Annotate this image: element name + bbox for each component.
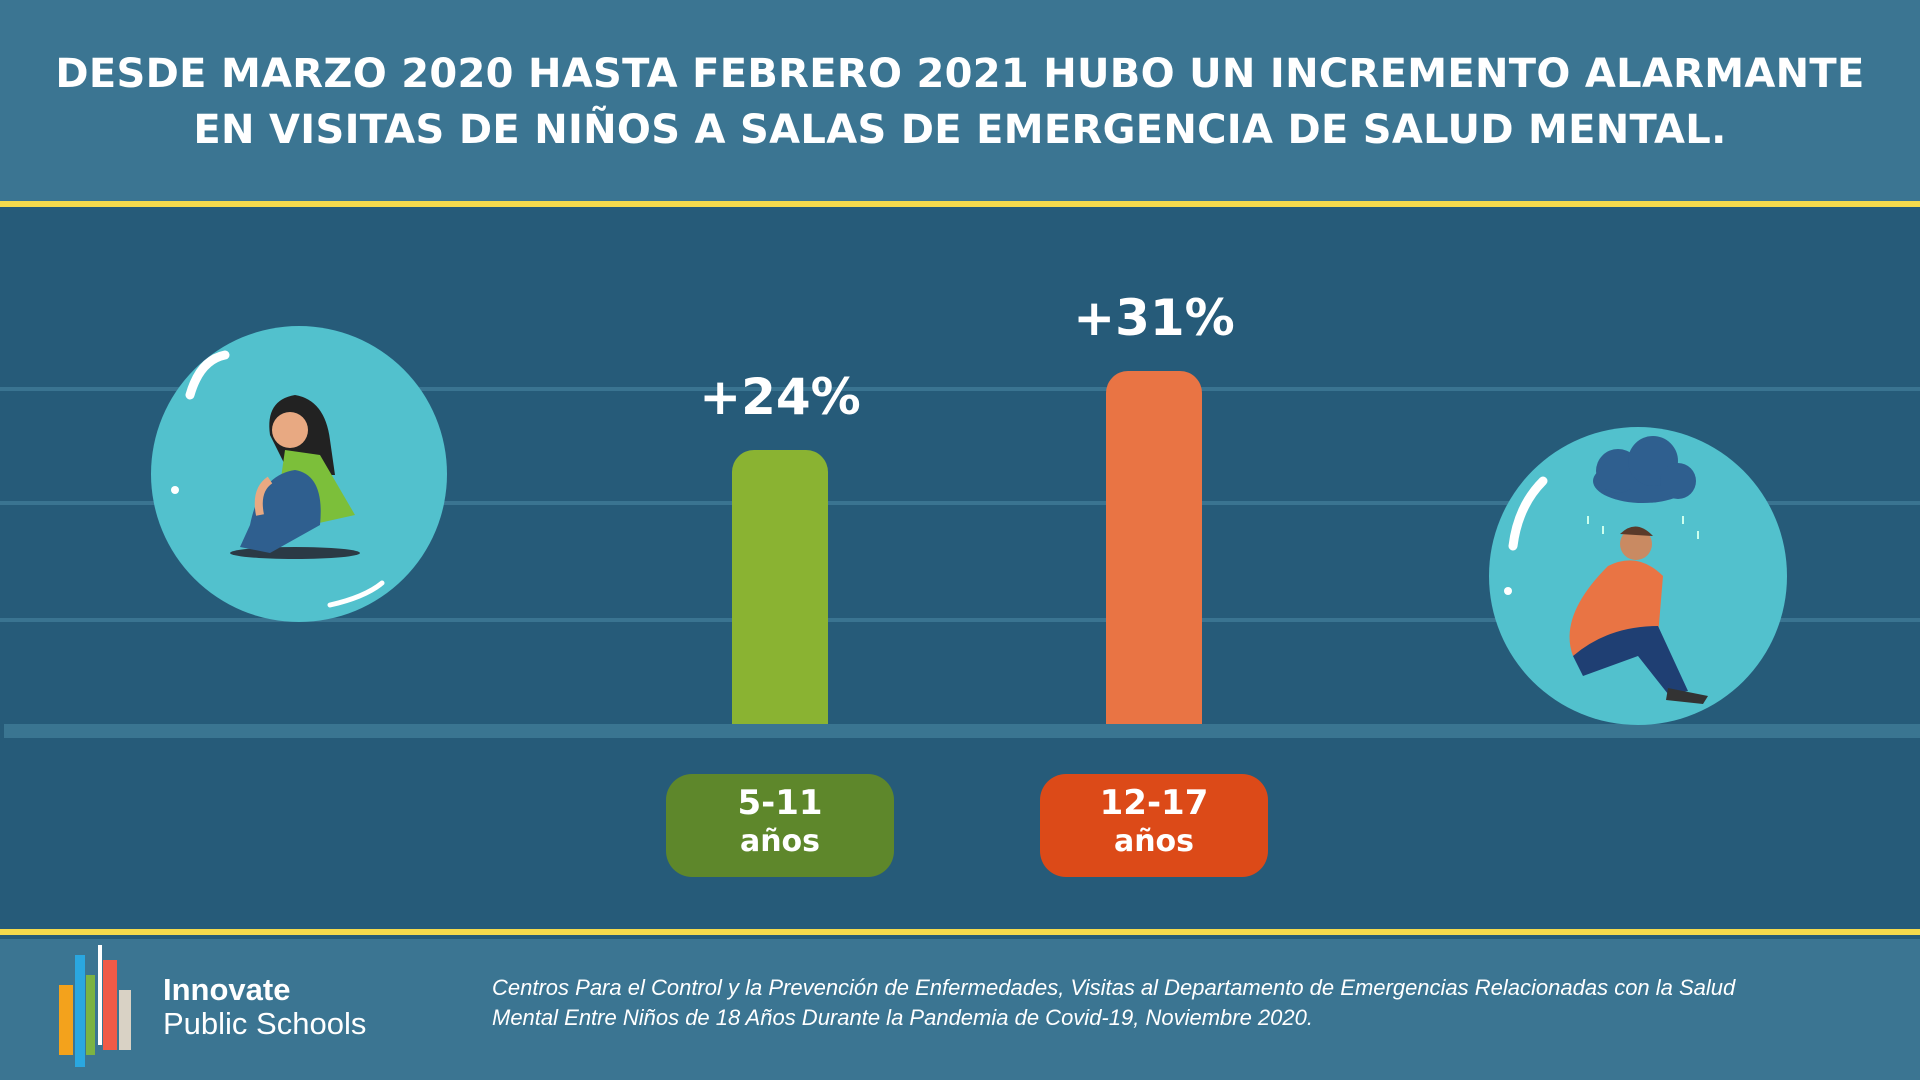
gridline (0, 501, 1920, 505)
baseline (4, 724, 1920, 738)
data-label: +31% (1073, 288, 1235, 347)
source-citation: Centros Para el Control y la Prevención … (492, 973, 1892, 1033)
age-unit: años (739, 824, 821, 859)
age-unit: años (1113, 824, 1195, 859)
header-divider (0, 201, 1920, 207)
category-label: 5-11 años (666, 774, 894, 877)
brand-name: Innovate (163, 972, 291, 1007)
title-line-1: DESDE MARZO 2020 HASTA FEBRERO 2021 HUBO… (55, 51, 1865, 97)
sad-teen-with-cloud-illustration (1489, 427, 1787, 725)
age-range: 5-11 (737, 783, 823, 823)
gridline (0, 387, 1920, 391)
bar-5-11 (732, 450, 828, 724)
footer-divider (0, 929, 1920, 935)
citation-line-2: Mental Entre Niños de 18 Años Durante la… (492, 1005, 1313, 1030)
footer (0, 939, 1920, 1080)
innovate-logo-icon (59, 945, 131, 1067)
header: DESDE MARZO 2020 HASTA FEBRERO 2021 HUBO… (0, 0, 1920, 201)
bar-12-17 (1106, 370, 1202, 724)
title-line-2: EN VISITAS DE NIÑOS A SALAS DE EMERGENCI… (193, 107, 1727, 153)
gridline (0, 618, 1920, 622)
data-label: +24% (699, 368, 861, 427)
category-label: 12-17 años (1040, 774, 1268, 877)
citation-line-1: Centros Para el Control y la Prevención … (492, 975, 1736, 1000)
sad-girl-illustration (151, 326, 447, 622)
page-title: DESDE MARZO 2020 HASTA FEBRERO 2021 HUBO… (0, 46, 1920, 158)
brand-subtitle: Public Schools (163, 1006, 367, 1041)
age-range: 12-17 (1099, 783, 1209, 823)
storm-cloud-icon (1593, 436, 1696, 503)
